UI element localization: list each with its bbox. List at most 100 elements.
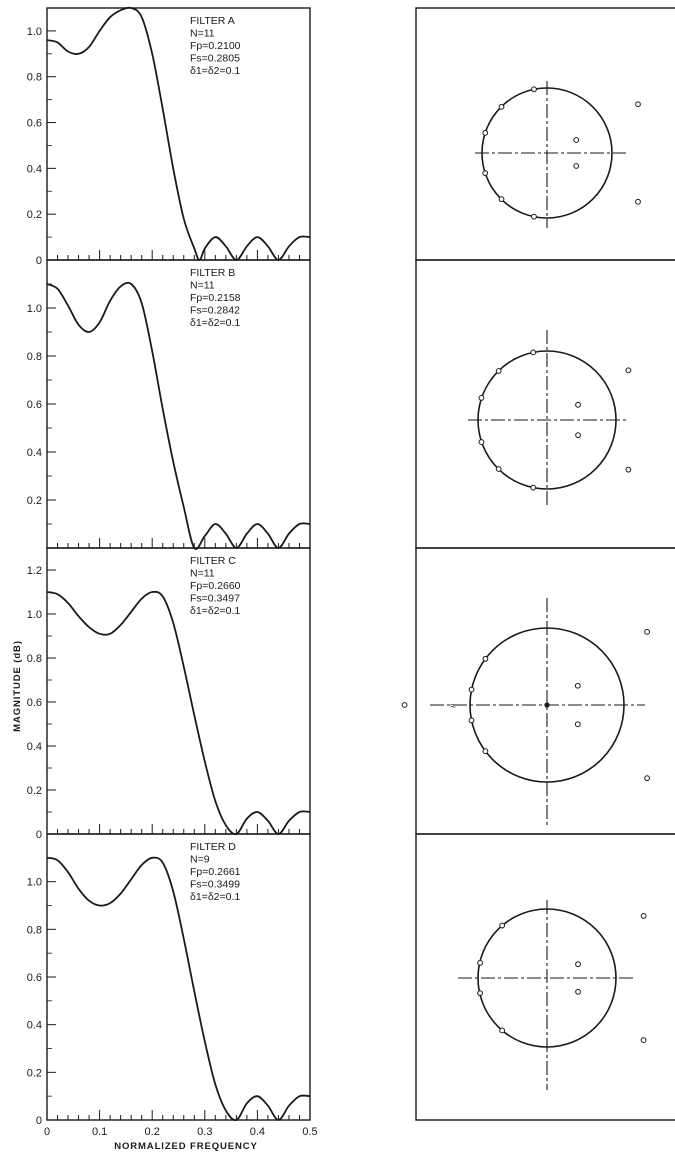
panel-frame [46, 547, 311, 835]
panel-frame [415, 547, 675, 835]
pole-zero-plot-c: ≈ [401, 547, 675, 835]
y-tick-label: 0.2 [27, 209, 42, 221]
filter-annotation-line: FILTER A [190, 15, 235, 27]
filter-annotation-line: N=11 [190, 28, 215, 40]
magnitude-curve [46, 6, 311, 261]
zero-marker [495, 466, 502, 472]
zero-marker [482, 655, 489, 662]
pole-zero-plot-d [415, 833, 675, 1121]
zero-marker [574, 682, 581, 689]
y-tick-label: 0.6 [27, 697, 42, 709]
y-tick-label: 0.2 [27, 1067, 42, 1079]
x-axis-title: NORMALIZED FREQUENCY [114, 1141, 258, 1152]
zero-marker [478, 395, 485, 401]
y-tick-label: 1.0 [27, 303, 42, 315]
zero-marker [644, 775, 650, 782]
zero-marker [625, 466, 632, 473]
zero-marker [530, 349, 537, 356]
zero-marker [635, 198, 641, 205]
filter-annotation-line: Fs=0.2842 [190, 305, 240, 317]
zero-marker [644, 628, 650, 635]
magnitude-curve [46, 590, 311, 836]
zero-marker [575, 961, 581, 968]
filter-annotation-line: Fp=0.2158 [190, 292, 241, 304]
zero-marker [482, 748, 489, 755]
zero-marker [531, 86, 537, 93]
zero-marker [498, 196, 505, 203]
filter-annotation-line: N=9 [190, 854, 210, 866]
y-tick-label: 0.2 [27, 495, 42, 507]
x-tick-label: 0.5 [302, 1126, 317, 1138]
zero-marker [401, 702, 408, 708]
zero-marker [640, 913, 647, 919]
y-tick-label: 0.4 [27, 163, 42, 175]
filter-annotation-line: Fp=0.2660 [190, 580, 241, 592]
zero-marker [495, 368, 502, 374]
zero-marker [498, 103, 505, 110]
zero-marker [468, 717, 475, 724]
zero-marker [575, 401, 581, 408]
zero-marker [575, 988, 581, 995]
x-tick-label: 0.3 [197, 1126, 212, 1138]
filter-annotation-line: Fs=0.3497 [190, 593, 240, 605]
zero-marker [573, 137, 580, 143]
panel-frame [46, 259, 311, 549]
y-axis-title: MAGNITUDE (dB) [12, 640, 23, 732]
panel-frame [415, 833, 675, 1121]
y-tick-label: 0.2 [27, 785, 42, 797]
zero-marker [625, 367, 632, 374]
y-tick-label: 1.2 [27, 565, 42, 577]
panel-filter-a: 0 0.2 0.4 0.6 0.8 1.0 FILTER AN=11Fp=0.2100Fs=… [27, 6, 311, 267]
zero-marker [640, 1037, 647, 1043]
panel-frame [46, 833, 311, 1121]
y-tick-label: 1.0 [27, 877, 42, 889]
filter-annotation-line: Fp=0.2661 [190, 866, 241, 878]
y-tick-label: 0.4 [27, 1020, 42, 1032]
y-tick-label: 0.8 [27, 72, 42, 84]
x-tick-label: 0 [44, 1126, 50, 1138]
x-tick-label: 0.1 [92, 1126, 107, 1138]
y-tick-label: 0.4 [27, 741, 42, 753]
y-tick-label: 0 [36, 255, 42, 267]
panel-frame [415, 7, 675, 261]
unit-circle [477, 908, 617, 1048]
zero-marker [477, 990, 483, 997]
filter-annotation-line: δ1=δ2=0.1 [190, 605, 240, 617]
zero-marker [477, 959, 483, 966]
filter-annotation-line: FILTER C [190, 555, 236, 567]
filter-annotation-line: δ1=δ2=0.1 [190, 317, 240, 329]
x-tick-label: 0.2 [145, 1126, 160, 1138]
y-tick-label: 0.8 [27, 351, 42, 363]
magnitude-curve [46, 856, 311, 1122]
filter-annotation-line: δ1=δ2=0.1 [190, 65, 240, 77]
axis-break-mark: ≈ [450, 701, 456, 712]
zero-marker [531, 213, 537, 220]
zero-marker [575, 432, 581, 439]
zero-marker [530, 484, 537, 491]
zero-marker [573, 163, 580, 169]
y-tick-label: 0.6 [27, 972, 42, 984]
zero-marker [635, 101, 641, 108]
filter-annotation-line: Fs=0.3499 [190, 879, 240, 891]
filter-annotation-line: N=11 [190, 280, 215, 292]
filter-annotation-line: FILTER D [190, 841, 236, 853]
filter-annotation-line: FILTER B [190, 267, 235, 279]
zero-marker [499, 1027, 506, 1034]
panel-frame [46, 7, 311, 261]
y-tick-label: 0 [36, 1115, 42, 1127]
y-tick-label: 1.0 [27, 26, 42, 38]
unit-circle [469, 627, 625, 783]
filter-annotation-line: Fs=0.2805 [190, 53, 240, 65]
pole-zero-plot-b [415, 259, 675, 549]
y-tick-label: 0 [36, 829, 42, 841]
y-tick-label: 0.8 [27, 924, 42, 936]
zero-marker [482, 170, 489, 177]
panel-filter-b: 0.2 0.4 0.6 0.8 1.0 FILTER BN=11Fp=0.2158Fs=0… [27, 259, 311, 550]
magnitude-curve [46, 281, 311, 550]
filter-annotation-line: Fp=0.2100 [190, 40, 241, 52]
y-tick-label: 0.6 [27, 118, 42, 130]
origin-pole [544, 702, 550, 708]
y-tick-label: 0.8 [27, 653, 42, 665]
